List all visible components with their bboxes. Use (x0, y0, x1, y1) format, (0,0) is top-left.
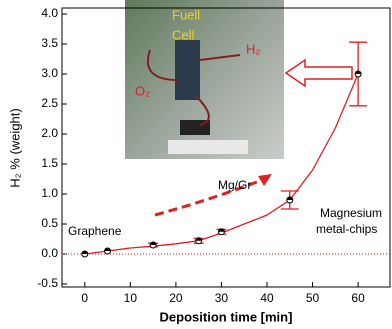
x-tick-label: 40 (260, 291, 274, 305)
x-tick-label: 10 (124, 291, 138, 305)
y-tick-label: 4.0 (41, 6, 58, 20)
marker-half (195, 237, 202, 241)
x-tick-label: 50 (306, 291, 320, 305)
data-point (149, 241, 157, 249)
y-tick-label: 3.0 (41, 66, 58, 80)
annotation: Magnesium (320, 206, 382, 220)
inset-label: H₂ (246, 41, 260, 56)
data-point (217, 228, 225, 236)
y-tick-label: 0.0 (41, 246, 58, 260)
inset-label: Fuell (172, 7, 200, 22)
inset-label: Cell (172, 27, 195, 42)
annotation: metal-chips (316, 222, 377, 236)
y-tick-label: 1.5 (41, 156, 58, 170)
marker-half (286, 197, 293, 200)
annotation: Mg/Gr (218, 178, 251, 192)
hollow-arrow (284, 58, 353, 88)
marker-half (81, 251, 88, 254)
x-axis-label: Deposition time [min] (160, 309, 293, 324)
data-point (104, 247, 112, 255)
y-tick-label: 2.0 (41, 126, 58, 140)
inset-photo (125, 0, 284, 159)
dashed-arrow-head (258, 174, 272, 186)
marker-half (150, 242, 157, 245)
y-tick-label: -0.5 (37, 276, 58, 290)
data-point (81, 250, 89, 258)
data-point (195, 237, 203, 245)
marker-half (355, 71, 362, 74)
x-tick-label: 30 (215, 291, 229, 305)
dashed-arrow (154, 178, 263, 217)
y-tick-label: 3.5 (41, 36, 58, 50)
y-tick-label: 1.0 (41, 186, 58, 200)
marker-half (104, 248, 111, 251)
x-tick-label: 0 (81, 291, 88, 305)
marker-half (218, 228, 225, 232)
x-tick-label: 60 (351, 291, 365, 305)
y-tick-label: 0.5 (41, 216, 58, 230)
inset-label: O₂ (135, 83, 150, 98)
data-point (286, 196, 294, 204)
data-point (354, 70, 362, 78)
plot-frame (61, 7, 391, 288)
annotation: Graphene (68, 224, 122, 238)
y-axis-label: H₂ % (weight) (7, 108, 22, 187)
y-tick-label: 2.5 (41, 96, 58, 110)
x-tick-label: 20 (169, 291, 183, 305)
